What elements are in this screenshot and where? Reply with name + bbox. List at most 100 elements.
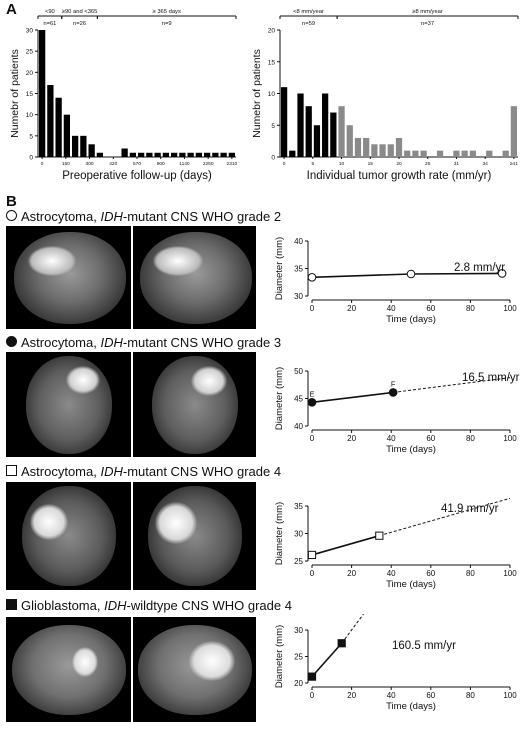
bar [330, 112, 337, 157]
x-tick-label: 900 [157, 161, 165, 167]
y-tick-label: 50 [294, 367, 303, 376]
data-point [307, 672, 317, 681]
bar [280, 87, 288, 157]
x-tick-label: 60 [426, 304, 435, 313]
data-point [307, 550, 317, 560]
x-tick-label: 5 [311, 161, 314, 167]
y-tick-label: 15 [268, 59, 276, 66]
row-title-pre: Astrocytoma, [21, 335, 101, 350]
bar [162, 152, 170, 157]
growth-rate-label: 16.5 mm/yr [462, 372, 520, 384]
bar [297, 93, 304, 157]
bar [289, 150, 296, 157]
group-label: <90 [45, 9, 55, 15]
y-tick-label: 30 [294, 530, 303, 539]
x-tick-label: 15 [368, 161, 374, 167]
x-tick-label: 100 [503, 691, 517, 700]
bar [371, 144, 378, 157]
bar [38, 30, 46, 157]
open-circle-icon [6, 210, 17, 221]
extrapolation-line [379, 497, 511, 537]
bar [510, 106, 518, 157]
mri-image-grade2-a [6, 226, 131, 329]
group-n-label: n=26 [73, 21, 86, 27]
mri-image-glioblastoma-a [6, 617, 131, 722]
filled-square-icon [6, 599, 17, 610]
row-title-grade3: Astrocytoma, IDH-mutant CNS WHO grade 3 [6, 335, 281, 350]
bar [322, 93, 329, 157]
y-tick-label: 15 [26, 91, 34, 98]
group-label: ≥90 and <365 [62, 9, 98, 15]
growth-rate-label: 41.9 mm/yr [441, 503, 499, 515]
x-tick-label: 10 [339, 161, 345, 167]
bar [387, 144, 394, 157]
y-tick-label: 45 [294, 395, 303, 404]
x-axis-label: Time (days) [386, 579, 436, 590]
y-tick-label: 20 [268, 28, 276, 35]
y-tick-label: 20 [26, 70, 34, 77]
bar [453, 150, 460, 157]
y-axis-label: Diameter (mm) [274, 237, 285, 300]
y-axis-label: Diameter (mm) [274, 625, 285, 688]
bar [96, 152, 104, 157]
bar [228, 152, 236, 157]
bar [486, 150, 493, 157]
bar [436, 150, 444, 157]
y-tick-label: 0 [29, 155, 33, 162]
y-tick-label: 10 [26, 112, 34, 119]
x-tick-label: 100 [503, 304, 517, 313]
data-point [375, 531, 384, 540]
x-axis-label: Time (days) [386, 444, 436, 455]
x-tick-label: 0 [310, 434, 315, 443]
x-axis-label: Time (days) [386, 314, 436, 325]
row-title-grade4-astro: Astrocytoma, IDH-mutant CNS WHO grade 4 [6, 464, 281, 479]
y-tick-label: 25 [26, 49, 34, 56]
bar [395, 137, 403, 157]
x-tick-label: 60 [426, 569, 435, 578]
y-tick-label: 0 [271, 155, 275, 162]
x-tick-label: 60 [426, 691, 435, 700]
data-point [307, 398, 317, 407]
x-tick-label: 20 [347, 434, 356, 443]
x-tick-label: 34 [483, 161, 489, 167]
row-title-post: -mutant CNS WHO grade 4 [122, 464, 282, 479]
x-tick-label: 100 [503, 434, 517, 443]
mri-image-grade3-a [6, 352, 131, 457]
x-tick-label: 31 [454, 161, 460, 167]
y-tick-label: 40 [294, 422, 303, 431]
panel-a-label: A [6, 1, 17, 18]
y-tick-label: 35 [294, 502, 303, 511]
bar [80, 135, 87, 157]
row-title-glioblastoma: Glioblastoma, IDH-wildtype CNS WHO grade… [6, 598, 292, 613]
x-tick-label: 40 [387, 304, 396, 313]
x-tick-label: 80 [466, 434, 475, 443]
x-axis-label: Individual tumor growth rate (mm/yr) [307, 170, 492, 182]
point-label: E [309, 389, 314, 398]
group-label: ≥ 365 days [153, 9, 181, 15]
bar [55, 97, 62, 157]
row-title-pre: Astrocytoma, [21, 209, 101, 224]
series-line [311, 391, 394, 404]
group-n-label: n=61 [43, 21, 56, 27]
bar [187, 152, 194, 157]
group-n-label: n=59 [302, 21, 315, 27]
group-n-label: n=9 [162, 21, 172, 27]
x-tick-label: 40 [387, 691, 396, 700]
x-tick-label: 60 [426, 434, 435, 443]
x-tick-label: 80 [466, 569, 475, 578]
x-tick-label: 570 [133, 161, 141, 167]
bar [137, 152, 145, 157]
row-title-post: -mutant CNS WHO grade 3 [122, 335, 282, 350]
x-tick-label: 2250 [203, 161, 214, 167]
x-tick-label: 0 [41, 161, 44, 167]
bar [47, 85, 54, 157]
row-title-post: -wildtype CNS WHO grade 4 [126, 598, 292, 613]
x-tick-label: 80 [466, 304, 475, 313]
bar [88, 144, 95, 157]
panel-b-label: B [6, 193, 17, 210]
y-axis-label: Numebr of patients [251, 49, 263, 138]
y-axis-label: Numebr of patients [9, 49, 21, 138]
y-tick-label: 40 [294, 237, 303, 246]
bar [354, 137, 362, 157]
